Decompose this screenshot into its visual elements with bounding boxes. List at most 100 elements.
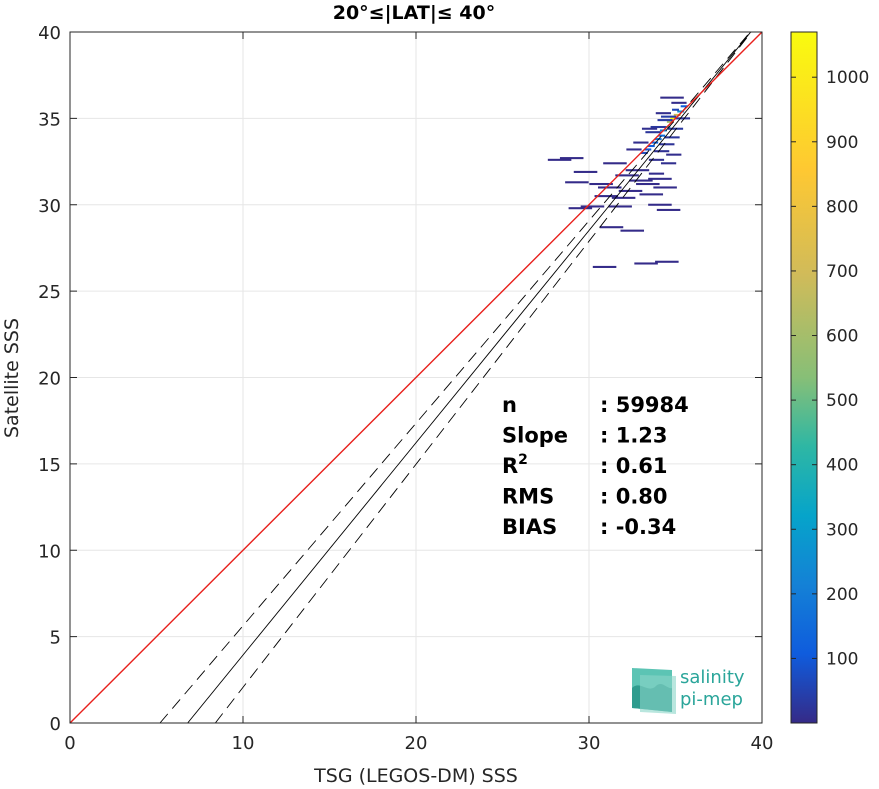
density-cell: [667, 127, 684, 130]
density-cell: [660, 115, 677, 118]
density-cell: [654, 150, 670, 153]
density-cell: [671, 101, 687, 104]
density-cell: [633, 141, 649, 144]
density-cell: [568, 207, 593, 210]
density-cell: [626, 148, 642, 151]
density-cell: [674, 117, 691, 120]
density-cell: [659, 143, 675, 146]
density-cell: [603, 162, 627, 165]
density-cell: [547, 158, 572, 161]
stat-value: : 0.61: [600, 454, 668, 478]
density-cell: [594, 195, 619, 198]
reference-lines: [70, 32, 762, 723]
density-cell: [580, 205, 605, 208]
logo-line1: salinity: [680, 667, 745, 688]
density-cell: [647, 144, 655, 148]
x-tick-label: 0: [64, 733, 75, 754]
colorbar-tick-label: 300: [826, 520, 858, 540]
density-cell: [639, 193, 664, 196]
density-cell: [640, 151, 648, 154]
density-cell: [648, 203, 672, 206]
density-cell: [677, 110, 685, 113]
density-cell: [634, 262, 658, 265]
density-cell: [565, 181, 589, 184]
density-cell: [636, 182, 660, 186]
colorbar-tick-label: 800: [826, 197, 858, 217]
y-axis-ticks: 0 5 10 15 20 25 30 35 40: [38, 23, 762, 735]
density-cell: [589, 182, 613, 186]
stat-label: n: [502, 393, 517, 417]
density-cell: [657, 119, 673, 122]
colorbar-tick-label: 500: [826, 391, 858, 411]
stat-label: Slope: [502, 424, 568, 448]
colorbar-tick-label: 400: [826, 456, 858, 476]
density-cell: [655, 112, 672, 115]
density-cell: [651, 141, 659, 144]
colorbar: [790, 31, 818, 724]
chart-title: 20°≤|LAT|≤ 40°: [333, 2, 496, 24]
stat-label: R2: [502, 452, 528, 478]
density-cell: [660, 162, 677, 165]
identity-line: [70, 32, 762, 723]
density-cell: [656, 208, 681, 211]
density-cell: [648, 172, 665, 175]
y-tick-label: 40: [38, 23, 61, 44]
density-cell: [664, 136, 680, 139]
density-cell: [629, 179, 653, 182]
density-cell: [599, 226, 624, 229]
density-cell: [655, 260, 679, 263]
density-cell: [559, 157, 584, 160]
colorbar-tick-label: 600: [826, 327, 858, 347]
colorbar-tick-label: 200: [826, 585, 858, 605]
density-cell: [625, 169, 650, 172]
y-tick-label: 35: [38, 109, 61, 130]
regression-line: [187, 32, 752, 723]
density-cell: [573, 170, 598, 173]
density-cell: [608, 205, 632, 208]
density-cell: [658, 134, 666, 137]
density-cell: [673, 113, 681, 116]
density-cell: [660, 96, 684, 99]
density-cell: [666, 153, 682, 156]
x-tick-label: 10: [232, 733, 255, 754]
stat-value: : 59984: [600, 393, 689, 417]
y-tick-label: 25: [38, 282, 61, 303]
x-axis-ticks: 0 10 20 30 40: [64, 32, 773, 754]
lower-bound-dashed-line: [214, 32, 752, 723]
density-cell: [641, 127, 658, 130]
colorbar-tick-label: 700: [826, 262, 858, 282]
density-cell: [611, 196, 636, 199]
y-tick-label: 0: [50, 714, 61, 735]
density-cells: [547, 96, 691, 268]
density-cell: [648, 177, 672, 180]
density-cell: [648, 158, 665, 161]
y-tick-label: 20: [38, 369, 61, 390]
y-tick-label: 10: [38, 541, 61, 562]
x-tick-label: 20: [405, 733, 428, 754]
upper-bound-dashed-line: [159, 32, 751, 723]
density-cell: [644, 148, 652, 151]
density-cell: [666, 120, 674, 123]
density-cell: [592, 265, 617, 268]
density-cell: [653, 186, 677, 189]
logo-line2: pi-mep: [680, 689, 743, 710]
colorbar-ticks: 100 200 300 400 500 600 700 800 900 1000: [791, 68, 869, 669]
x-tick-label: 40: [751, 733, 774, 754]
y-tick-label: 30: [38, 196, 61, 217]
colorbar-tick-label: 900: [826, 133, 858, 153]
statistics-text: n: 59984 Slope: 1.23 R2: 0.61 RMS: 0.80 BIAS…: [502, 393, 689, 539]
density-cell: [672, 108, 679, 111]
density-cell: [670, 117, 678, 120]
colorbar-tick-label: 100: [826, 649, 858, 669]
stat-value: : 0.80: [600, 485, 668, 509]
x-axis-label: TSG (LEGOS-DM) SSS: [313, 765, 518, 787]
stat-label: RMS: [502, 485, 554, 509]
salinity-pi-mep-logo: salinity pi-mep: [632, 667, 745, 714]
logo-wave-back-icon: [640, 675, 676, 714]
colorbar-tick-label: 1000: [826, 68, 869, 88]
stat-value: : 1.23: [600, 424, 668, 448]
y-tick-label: 15: [38, 455, 61, 476]
x-tick-label: 30: [578, 733, 601, 754]
density-cell: [620, 229, 645, 232]
